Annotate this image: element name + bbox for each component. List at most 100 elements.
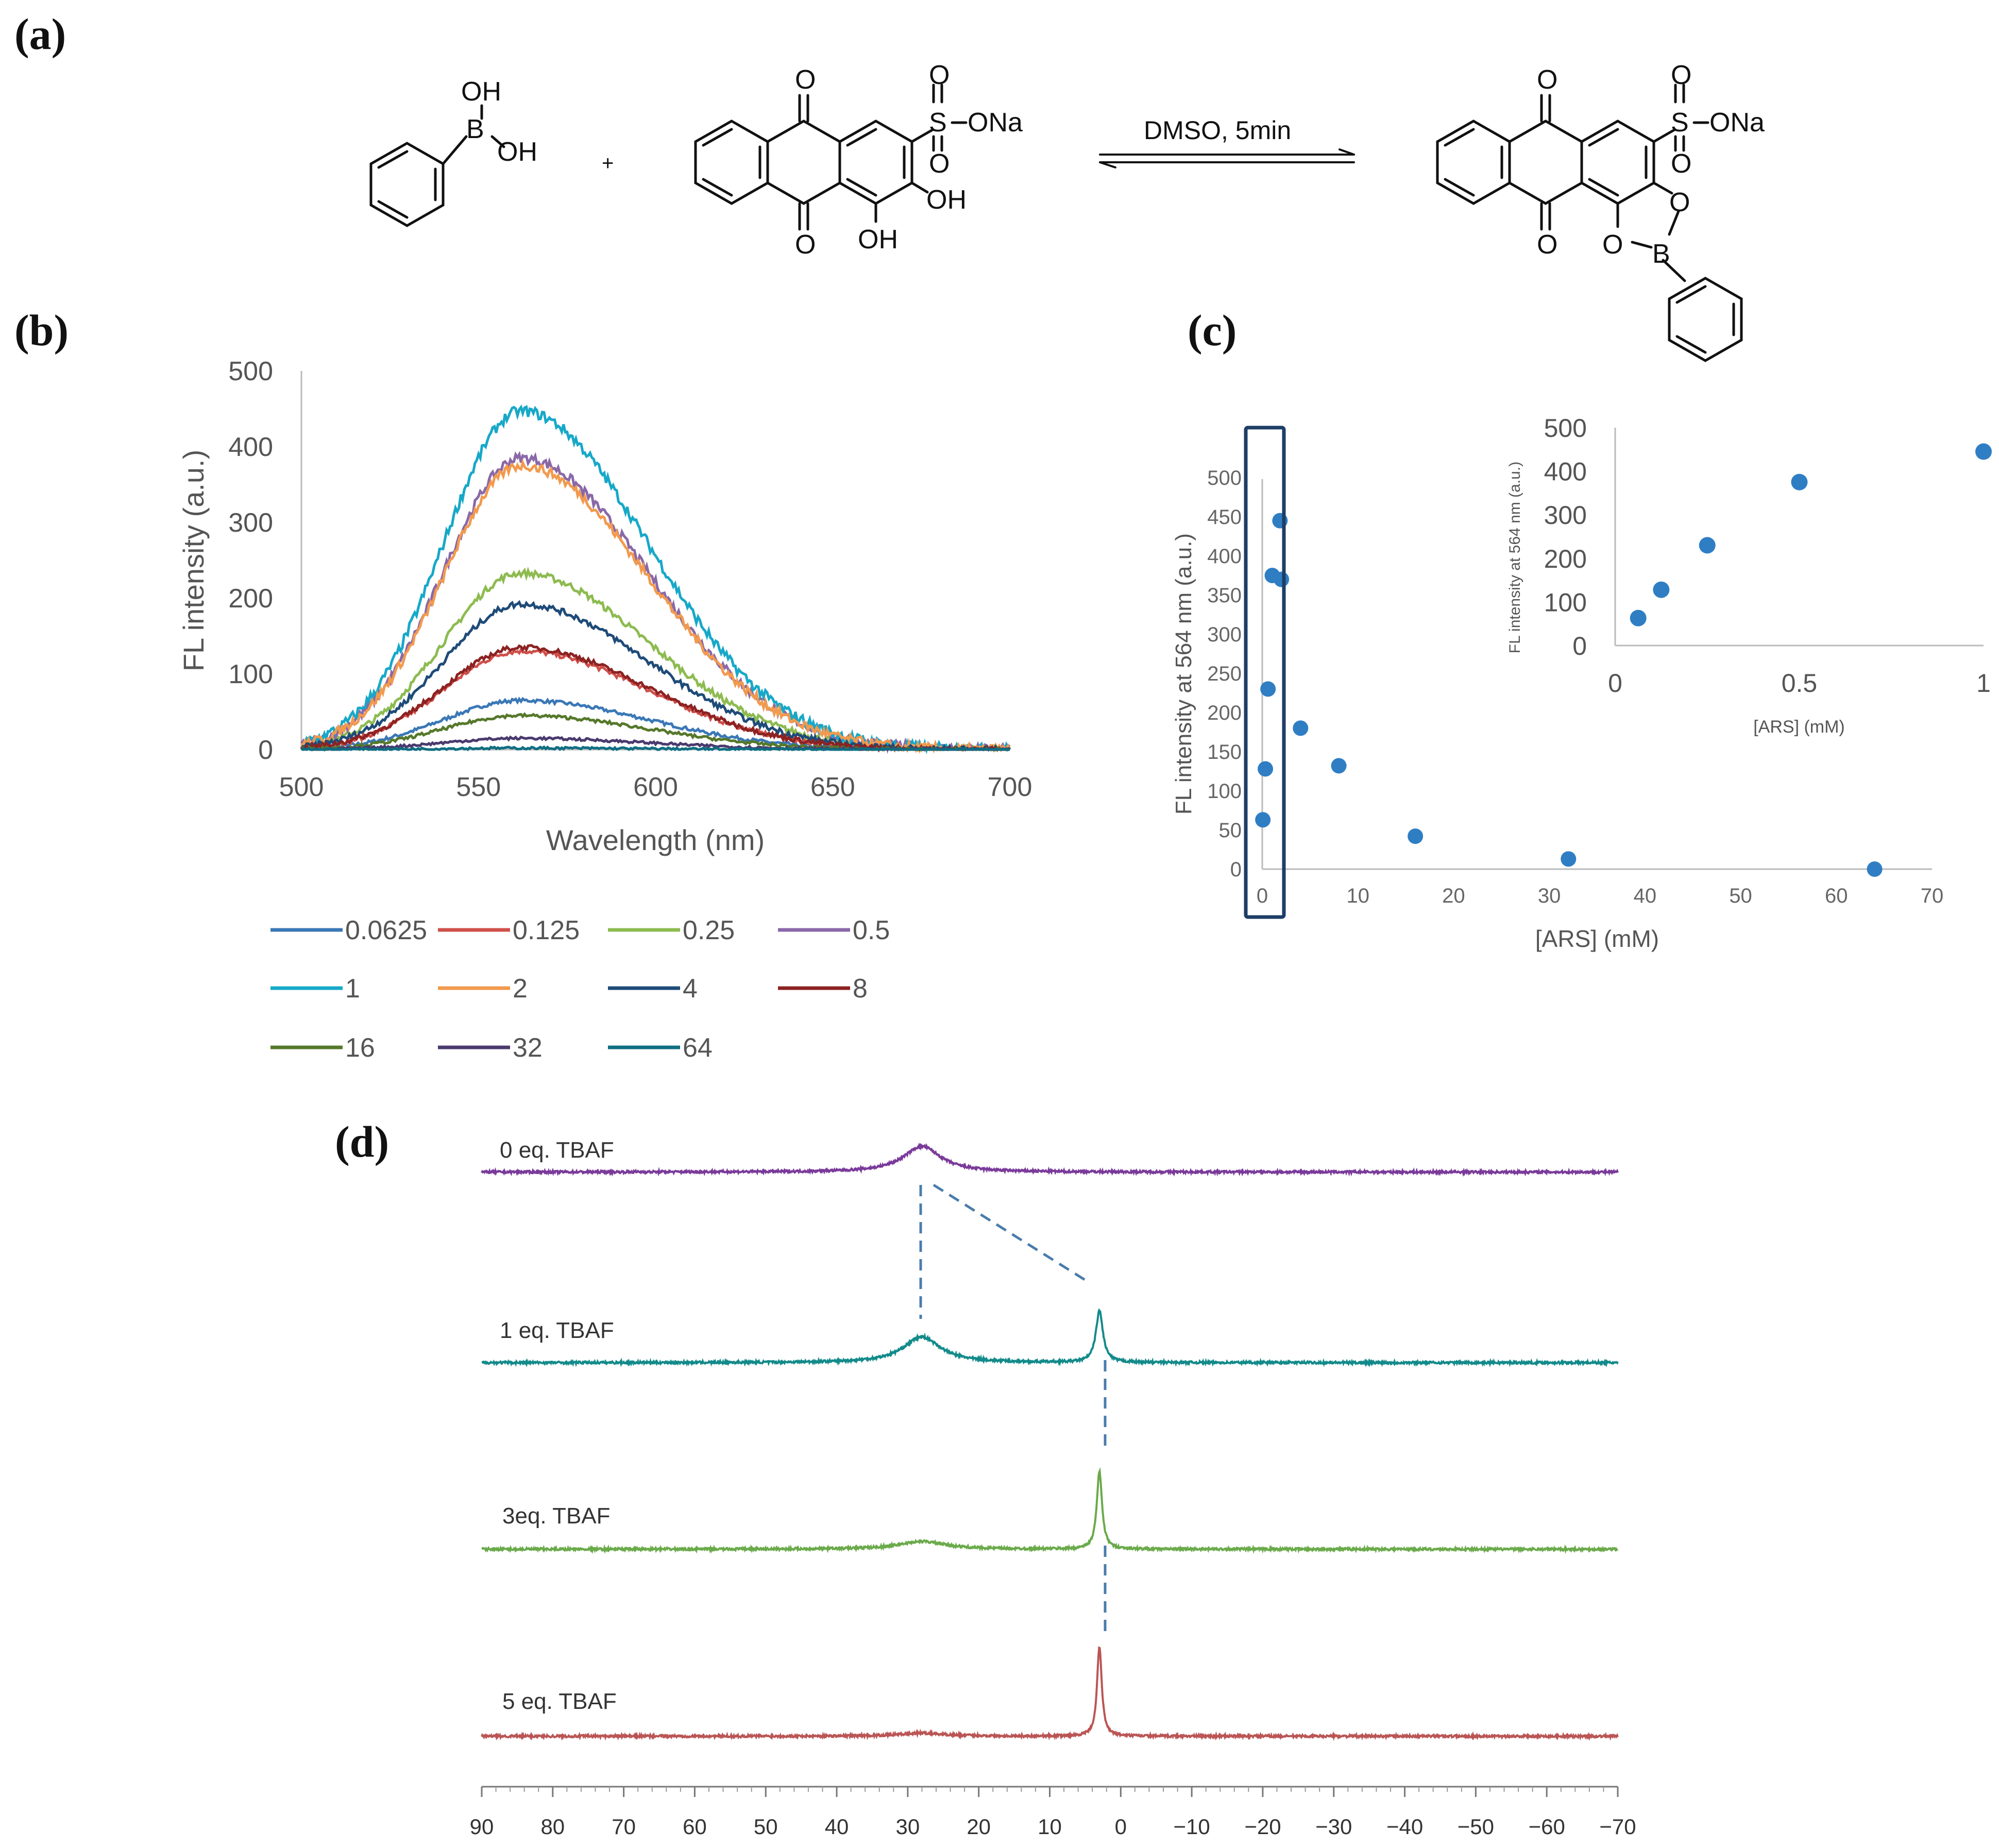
highlight-box (1244, 426, 1286, 919)
chart-d-x-tick: −70 (1599, 1815, 1636, 1839)
inset-point (1791, 473, 1808, 490)
inset-point (1630, 609, 1647, 626)
chart-c-x-tick: 40 (1634, 885, 1657, 907)
chart-c-y-tick: 50 (1219, 819, 1242, 842)
chart-d-x-tick: 20 (967, 1815, 991, 1839)
chart-d-x-tick: 30 (896, 1815, 920, 1839)
chem-prod-o-top: O (1537, 65, 1557, 95)
legend-label: 0.125 (513, 915, 580, 945)
chem-prod-o-bottom: O (1537, 230, 1557, 260)
chart-c-y-tick: 400 (1207, 545, 1242, 568)
chart-b-series-line (300, 566, 1011, 753)
inset-x-tick: 0.5 (1782, 669, 1818, 698)
legend-label: 32 (513, 1033, 543, 1063)
chem-ars-o-bottom: O (795, 230, 816, 260)
legend-label: 0.0625 (345, 915, 427, 945)
inset-point (1699, 537, 1716, 554)
nmr-trace (481, 1467, 1618, 1554)
scatter-point (1867, 861, 1883, 877)
inset-x-tick: 0 (1608, 669, 1622, 698)
scatter-point (1331, 758, 1347, 774)
chart-d-x-tick: 0 (1115, 1815, 1127, 1839)
product-boronate-ester: O O O S O ONa O O B (1436, 60, 1765, 362)
chart-c-y-tick: 350 (1207, 584, 1242, 607)
chart-d-x-tick: −60 (1529, 1815, 1565, 1839)
chem-prod-so-bottom: O (1671, 149, 1691, 179)
chart-d-x-tick: −30 (1315, 1815, 1352, 1839)
chart-c-x-tick: 0 (1257, 885, 1268, 907)
legend-label: 4 (683, 974, 698, 1004)
inset-y-tick: 0 (1572, 632, 1587, 660)
chart-c-x-tick: 20 (1442, 885, 1465, 907)
legend-label: 64 (683, 1033, 713, 1063)
chem-ars-o-top: O (795, 65, 816, 95)
chart-b-y-tick: 0 (258, 735, 273, 765)
chart-b-x-label: Wavelength (nm) (546, 824, 765, 856)
chem-b: B (466, 114, 484, 144)
chart-b-series-line (300, 697, 1010, 752)
chem-oh-top: OH (461, 77, 501, 107)
chem-prod-s: S (1671, 108, 1689, 138)
chart-b-series-line (300, 458, 1011, 754)
nmr-trace-label: 1 eq. TBAF (500, 1318, 614, 1343)
chart-b-x-tick: 500 (279, 772, 324, 802)
chart-b-y-label: FL intensity (a.u.) (177, 450, 210, 672)
chart-b-series-line (300, 451, 1011, 754)
chem-prod-ona: ONa (1709, 108, 1765, 138)
chart-b-y-tick: 400 (228, 432, 273, 462)
chart-c-x-label: [ARS] (mM) (1535, 925, 1659, 952)
legend-label: 2 (513, 974, 528, 1004)
alizarin-red-s: O O O S O ONa OH OH (694, 60, 1023, 260)
guide-lines (919, 1183, 1107, 1633)
legend-label: 8 (853, 974, 868, 1004)
nmr-trace-label: 5 eq. TBAF (502, 1689, 617, 1714)
chart-c-y-label: FL intensity at 564 nm (a.u.) (1171, 533, 1196, 815)
chart-d-x-tick: −10 (1174, 1815, 1210, 1839)
panel-label-a: (a) (14, 9, 66, 59)
chem-ars-so-bottom: O (929, 149, 950, 179)
chart-nmr-spectra: 90 80 70 60 50 40 30 20 10 0 −10 −20 −30 −40 −50 −60 −70… (470, 1138, 1636, 1839)
scatter-point (1255, 812, 1271, 828)
chart-d-x-tick: 50 (754, 1815, 778, 1839)
scatter-point (1274, 571, 1290, 587)
chart-d-x-tick: 10 (1038, 1815, 1062, 1839)
inset-y-tick: 100 (1544, 588, 1587, 617)
panel-label-d: (d) (335, 1117, 389, 1166)
chart-b-x-tick: 550 (456, 772, 501, 802)
chart-d-x-tick: −40 (1386, 1815, 1423, 1839)
nmr-trace (481, 1646, 1619, 1741)
chem-prod-ring-o1: O (1669, 188, 1690, 217)
chart-c-x-tick: 70 (1921, 885, 1944, 907)
chart-d-x-tick: 40 (825, 1815, 849, 1839)
chart-b-x-tick: 700 (988, 772, 1032, 802)
chart-c-y-tick: 0 (1230, 858, 1242, 881)
nmr-trace (481, 1142, 1619, 1177)
inset-y-label: FL intensity at 564 nm (a.u.) (1506, 462, 1523, 653)
chart-b-series-line (300, 600, 1011, 752)
panel-label-c: (c) (1188, 306, 1236, 355)
panel-label-b: (b) (14, 306, 69, 355)
chem-ars-so-top: O (929, 60, 950, 90)
chart-c-y-tick: 250 (1207, 663, 1242, 685)
chem-prod-so-top: O (1671, 60, 1691, 90)
chart-c-y-tick: 100 (1207, 780, 1242, 803)
chem-oh-right: OH (497, 137, 537, 167)
chart-b-y-tick: 200 (228, 584, 273, 614)
reaction-scheme: OH B OH + O (369, 60, 1765, 362)
chem-ars-oh2: OH (858, 225, 898, 255)
legend-label: 1 (345, 974, 360, 1004)
inset-point (1975, 443, 1992, 460)
phenylboronic-acid: OH B OH (369, 77, 537, 227)
chart-c-x-tick: 50 (1729, 885, 1752, 907)
chart-c-y-tick: 450 (1207, 506, 1242, 529)
scatter-point (1293, 720, 1309, 736)
chart-c-inset: 0 100 200 300 400 500 0 0.5 1 [ARS] (mM) FL int… (1506, 414, 1992, 737)
chem-prod-ring-o2: O (1602, 230, 1623, 260)
scatter-point (1408, 828, 1424, 844)
chart-c-x-tick: 10 (1346, 885, 1369, 907)
chart-b-legend: 0.0625 0.125 0.25 0.5 1 2 4 8 16 32 64 (270, 915, 890, 1063)
chart-b-y-tick: 500 (228, 357, 273, 386)
chart-b-x-tick: 600 (633, 772, 678, 802)
scatter-point (1561, 851, 1577, 867)
